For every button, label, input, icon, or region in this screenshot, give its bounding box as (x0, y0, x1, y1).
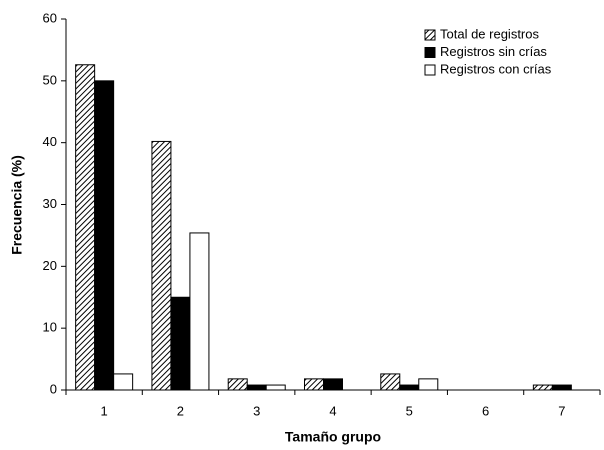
bar (75, 64, 96, 391)
legend-label: Registros sin crías (440, 44, 547, 59)
bar (418, 378, 439, 391)
legend-swatch (424, 47, 436, 58)
bar (304, 378, 324, 391)
y-axis-title: Frecuencia (%) (9, 155, 25, 255)
bar (265, 384, 286, 391)
y-tick-label: 10 (43, 320, 57, 335)
x-tick-label: 7 (558, 403, 565, 418)
bar (399, 384, 420, 391)
x-tick-label: 6 (482, 403, 489, 418)
y-tick-label: 0 (50, 381, 57, 396)
x-tick-label: 5 (406, 403, 413, 418)
y-tick-label: 20 (43, 258, 57, 273)
bar (323, 378, 343, 391)
legend-swatch (424, 64, 436, 76)
y-tick-label: 30 (43, 196, 57, 211)
x-tick-label: 1 (101, 403, 108, 418)
x-tick-label: 4 (329, 403, 336, 418)
bar (151, 140, 172, 391)
x-tick-label: 2 (177, 403, 184, 418)
bar (532, 384, 553, 391)
legend-label: Total de registros (440, 26, 539, 41)
legend-swatch (424, 29, 436, 41)
bar (551, 384, 572, 391)
bar (170, 296, 191, 391)
y-tick-label: 60 (43, 10, 57, 25)
x-axis-title: Tamaño grupo (285, 429, 381, 445)
bar (94, 80, 115, 391)
y-tick-label: 40 (43, 134, 57, 149)
legend-label: Registros con crías (440, 61, 552, 76)
bar (189, 232, 210, 391)
bar (246, 384, 267, 391)
bar (227, 378, 248, 391)
bar (380, 373, 401, 391)
bar (113, 373, 134, 391)
x-tick-label: 3 (253, 403, 260, 418)
y-tick-label: 50 (43, 72, 57, 87)
